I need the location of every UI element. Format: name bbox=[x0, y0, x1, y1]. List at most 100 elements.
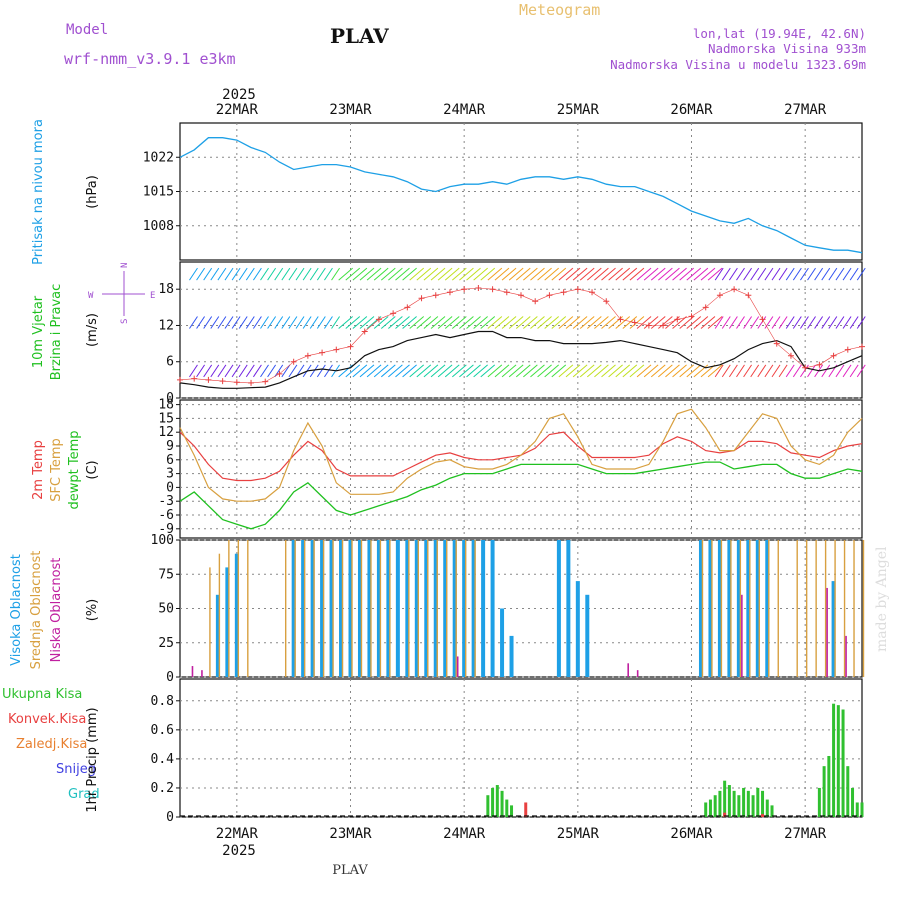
wind-barb bbox=[814, 316, 824, 329]
wind-barb bbox=[849, 316, 859, 329]
wind-barb bbox=[594, 267, 609, 281]
wind-barb bbox=[203, 316, 213, 329]
wind-barb bbox=[508, 267, 524, 281]
wind-barb bbox=[551, 267, 567, 281]
wind-barb bbox=[586, 364, 602, 378]
total-precip-bar bbox=[846, 766, 850, 817]
compass-n: N bbox=[120, 263, 130, 268]
high-cloud-bar bbox=[339, 540, 344, 677]
wind-barb bbox=[238, 316, 248, 329]
wind-barb bbox=[721, 364, 731, 378]
day-label-top-0: 22MAR bbox=[216, 102, 259, 118]
wind-barb bbox=[281, 267, 291, 281]
wind-barb bbox=[721, 267, 731, 281]
precip-legend-total: Ukupna Kisa bbox=[2, 687, 82, 702]
wind-gust-line bbox=[179, 287, 863, 384]
wind-barb bbox=[238, 267, 248, 281]
wind-barb bbox=[672, 267, 687, 281]
day-label-top-5: 27MAR bbox=[784, 102, 827, 118]
wind-barb bbox=[629, 364, 645, 378]
wind-barb bbox=[409, 267, 425, 281]
wind-barb bbox=[459, 364, 474, 378]
wind-barb bbox=[352, 316, 368, 329]
day-label-top-3: 25MAR bbox=[557, 102, 600, 118]
wind-barb bbox=[288, 364, 298, 378]
high-cloud-bar bbox=[234, 553, 239, 677]
wind-barb bbox=[728, 316, 738, 329]
high-cloud-bar bbox=[727, 540, 732, 677]
wind-barb bbox=[359, 364, 375, 378]
wind-barb bbox=[416, 267, 432, 281]
wind-barb bbox=[252, 316, 262, 329]
wind-barb bbox=[856, 316, 866, 329]
wind-barb bbox=[757, 316, 767, 329]
wind-barb bbox=[537, 267, 552, 281]
precip-legend-snow: Snijeg bbox=[56, 762, 96, 777]
wind-barb bbox=[658, 267, 673, 281]
compass-e: E bbox=[150, 291, 155, 301]
wind-barb bbox=[515, 316, 531, 329]
wind-barb bbox=[523, 267, 538, 281]
total-precip-bar bbox=[713, 795, 717, 817]
dewpt-line bbox=[179, 461, 863, 530]
wind-barb bbox=[736, 364, 745, 378]
wind-barb bbox=[672, 316, 687, 329]
wind-barb bbox=[196, 364, 205, 378]
wind-barb bbox=[785, 364, 795, 378]
precip-legend-conv: Konvek.Kisa bbox=[8, 712, 86, 727]
high-cloud-bar bbox=[717, 540, 722, 677]
wind-barb bbox=[792, 316, 802, 329]
mid-cloud-title: Srednja Oblacnost bbox=[29, 551, 44, 670]
wind-barb bbox=[437, 364, 453, 378]
wind-barb bbox=[338, 267, 353, 281]
cloud-ytick-label-0: 0 bbox=[166, 670, 174, 685]
wind-ytick-label-1: 6 bbox=[166, 355, 174, 370]
wind-barb bbox=[622, 267, 638, 281]
wind-barb bbox=[224, 316, 234, 329]
wind-barb bbox=[210, 364, 220, 378]
high-cloud-bar bbox=[386, 540, 391, 677]
day-label-bottom-3: 25MAR bbox=[557, 826, 600, 842]
wind-barb bbox=[707, 364, 723, 378]
day-label-bottom-4: 26MAR bbox=[670, 826, 713, 842]
wind-barb bbox=[331, 316, 340, 329]
high-cloud-bar bbox=[320, 540, 325, 677]
wind-barb bbox=[615, 267, 631, 281]
day-label-bottom-5: 27MAR bbox=[784, 826, 827, 842]
wind-subtitle: Brzina i Pravac bbox=[49, 284, 64, 381]
high-cloud-bar bbox=[566, 540, 571, 677]
wind-barb bbox=[714, 267, 724, 281]
wind-barb bbox=[430, 364, 446, 378]
precip-ylabel: 1hr Precip (mm) bbox=[85, 707, 100, 812]
wind-barb bbox=[750, 267, 760, 281]
total-precip-bar bbox=[832, 703, 836, 817]
wind-barb bbox=[601, 364, 616, 378]
wind-barb bbox=[821, 316, 831, 329]
pressure-ytick-label-2: 1022 bbox=[143, 150, 174, 165]
cloud-ytick-label-3: 75 bbox=[158, 567, 174, 582]
wind-barb bbox=[501, 316, 517, 329]
wind-barb bbox=[331, 267, 340, 281]
pressure-ytick-label-1: 1015 bbox=[143, 185, 174, 200]
total-precip-bar bbox=[770, 805, 774, 817]
wind-barb bbox=[189, 364, 198, 378]
high-cloud-bar bbox=[471, 540, 476, 677]
wind-barb bbox=[345, 316, 361, 329]
high-cloud-bar bbox=[443, 540, 448, 677]
wind-barb bbox=[302, 267, 312, 281]
wind-barb bbox=[835, 316, 845, 329]
total-precip-bar bbox=[727, 785, 731, 817]
total-precip-bar bbox=[510, 805, 514, 817]
precip-ytick-label-4: 0.8 bbox=[151, 694, 174, 709]
wind-barb bbox=[594, 316, 609, 329]
wind-barb bbox=[487, 316, 503, 329]
wind-barb bbox=[395, 316, 410, 329]
wind-barb bbox=[693, 316, 709, 329]
wind-barb bbox=[679, 364, 694, 378]
wind-barb bbox=[459, 267, 474, 281]
wind-barb bbox=[842, 364, 852, 378]
total-precip-bar bbox=[746, 790, 750, 817]
wind-barb bbox=[665, 267, 680, 281]
wind-barb bbox=[189, 267, 198, 281]
wind-barb bbox=[316, 267, 326, 281]
